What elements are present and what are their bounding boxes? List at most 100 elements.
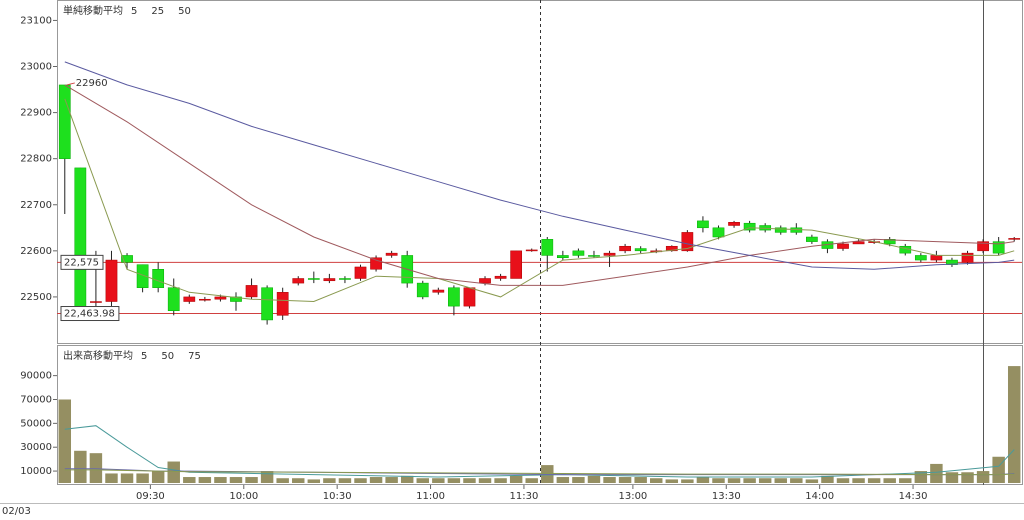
volume-bar: [136, 473, 149, 483]
volume-bar: [369, 477, 383, 483]
moving-average-line: [64, 61, 1015, 270]
y-tick-label: 22500: [20, 292, 52, 303]
candle-body: [354, 266, 367, 279]
volume-bar: [463, 478, 476, 483]
volume-bar: [229, 477, 243, 483]
y-tick-label: 70000: [20, 394, 52, 405]
high-marker-label: 22960: [76, 78, 108, 89]
volume-bar: [338, 478, 352, 483]
legend-entry: 5: [141, 351, 147, 362]
candle-body: [619, 245, 631, 252]
y-tick-label: 90000: [20, 371, 52, 382]
candle-body: [728, 222, 740, 226]
volume-bar: [198, 477, 212, 483]
volume-bar: [650, 478, 663, 483]
candle-body: [307, 278, 320, 280]
x-tick-label: 13:30: [712, 491, 741, 502]
volume-bar: [292, 478, 305, 483]
volume-bar: [618, 477, 632, 483]
candle-body: [634, 248, 647, 252]
volume-bar: [432, 478, 445, 483]
volume-bar: [603, 477, 616, 483]
candle-body: [230, 296, 242, 302]
candle-body: [697, 220, 709, 229]
candle-body: [183, 296, 196, 302]
x-tick-label: 13:00: [618, 491, 647, 502]
volume-bar: [307, 479, 321, 483]
x-tick-label: 10:00: [229, 491, 258, 502]
volume-bar: [743, 478, 756, 483]
candle-body: [603, 252, 616, 256]
legend-entry: 5: [131, 6, 137, 17]
candle-body: [806, 236, 818, 242]
x-tick-label: 09:30: [136, 491, 165, 502]
volume-bar: [883, 478, 896, 483]
volume-bar: [867, 478, 881, 483]
candle-body: [136, 264, 149, 288]
candle-body: [743, 222, 756, 231]
candle-body: [167, 287, 180, 311]
candle-body: [946, 259, 958, 265]
candle-body: [914, 255, 927, 261]
volume-bar: [899, 478, 912, 483]
candle-body: [416, 282, 429, 298]
candle-body: [541, 239, 554, 256]
volume-bar: [836, 478, 850, 483]
volume-bar: [976, 471, 990, 483]
volume-bar: [961, 472, 974, 483]
candle-body: [977, 241, 989, 252]
candle-body: [105, 259, 118, 302]
volume-bar: [992, 456, 1005, 483]
candle-body: [323, 278, 336, 282]
moving-average-line: [64, 98, 1015, 303]
candle-body: [992, 241, 1005, 254]
volume-bar: [260, 471, 274, 483]
volume-bar: [276, 478, 289, 483]
volume-bar: [587, 475, 601, 483]
volume-bar: [712, 478, 725, 483]
volume-bar: [634, 477, 647, 483]
volume-bar: [727, 478, 741, 483]
x-tick-label: 10:30: [323, 491, 352, 502]
candle-body: [510, 250, 523, 279]
volume-bar: [214, 477, 227, 483]
moving-average-line: [64, 469, 1015, 476]
volume-bar: [183, 477, 196, 483]
candle-body: [74, 167, 87, 316]
candle-body: [121, 255, 133, 263]
y-tick-label: 30000: [20, 442, 52, 453]
volume-bar: [447, 478, 461, 483]
legend-entry: 25: [151, 6, 164, 17]
volume-bar: [494, 478, 507, 483]
volume-bar: [696, 477, 710, 483]
candle-body: [774, 227, 787, 233]
volume-bar: [774, 478, 787, 483]
volume-bar: [105, 473, 118, 483]
reference-label-box: [60, 306, 120, 322]
candle-body: [479, 278, 491, 284]
price-panel: [57, 0, 1023, 344]
volume-bar: [74, 450, 87, 483]
candle-body: [494, 275, 507, 279]
candle-body: [261, 287, 273, 321]
candle-body: [665, 245, 678, 252]
legend-title: 単純移動平均: [63, 4, 123, 17]
candle-body: [245, 285, 258, 298]
high-marker-pointer: [66, 82, 75, 86]
volume-bar: [120, 473, 134, 483]
volume-bar: [151, 471, 165, 483]
y-tick-label: 23100: [20, 15, 52, 26]
volume-bar: [1007, 366, 1021, 483]
y-tick-label: 50000: [20, 418, 52, 429]
legend-entry: 50: [161, 351, 174, 362]
y-tick-label: 23000: [20, 62, 52, 73]
volume-bar: [245, 477, 258, 483]
reference-label: 22,463.98: [64, 309, 115, 320]
candle-body: [432, 289, 445, 293]
volume-bar: [167, 461, 180, 483]
candle-body: [448, 287, 460, 307]
candle-body: [525, 249, 538, 252]
y-tick-label: 10000: [20, 466, 52, 477]
candle-body: [292, 278, 305, 284]
x-tick-label: 11:30: [510, 491, 539, 502]
